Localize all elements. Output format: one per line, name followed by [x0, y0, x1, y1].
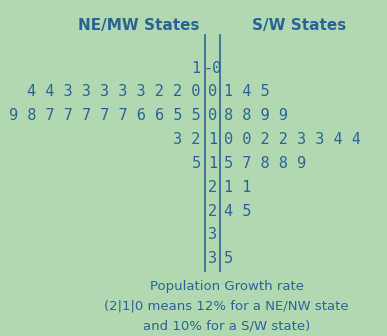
Text: 1 4 5: 1 4 5 — [224, 84, 270, 99]
Text: 4 5: 4 5 — [224, 204, 252, 219]
Text: 3: 3 — [208, 227, 217, 243]
Text: 8 8 9 9: 8 8 9 9 — [224, 108, 288, 123]
Text: 0 0 2 2 3 3 4 4: 0 0 2 2 3 3 4 4 — [224, 132, 361, 147]
Text: 2: 2 — [208, 180, 217, 195]
Text: 9 8 7 7 7 7 7 6 6 5 5: 9 8 7 7 7 7 7 6 6 5 5 — [9, 108, 201, 123]
Text: (2|1|0 means 12% for a NE/NW state: (2|1|0 means 12% for a NE/NW state — [104, 300, 349, 313]
Text: 5 7 8 8 9: 5 7 8 8 9 — [224, 156, 306, 171]
Text: 4 4 3 3 3 3 3 2 2 0: 4 4 3 3 3 3 3 2 2 0 — [27, 84, 201, 99]
Text: -0: -0 — [203, 60, 222, 76]
Text: 5: 5 — [192, 156, 201, 171]
Text: 1: 1 — [208, 132, 217, 147]
Text: NE/MW States: NE/MW States — [78, 18, 199, 33]
Text: 1: 1 — [208, 156, 217, 171]
Text: 3: 3 — [208, 251, 217, 266]
Text: 5: 5 — [224, 251, 233, 266]
Text: 1: 1 — [192, 60, 201, 76]
Text: 1 1: 1 1 — [224, 180, 252, 195]
Text: 0: 0 — [208, 108, 217, 123]
Text: Population Growth rate: Population Growth rate — [150, 280, 304, 293]
Text: S/W States: S/W States — [252, 18, 346, 33]
Text: and 10% for a S/W state): and 10% for a S/W state) — [143, 320, 310, 333]
Text: 2: 2 — [208, 204, 217, 219]
Text: 0: 0 — [208, 84, 217, 99]
Text: 3 2: 3 2 — [173, 132, 201, 147]
